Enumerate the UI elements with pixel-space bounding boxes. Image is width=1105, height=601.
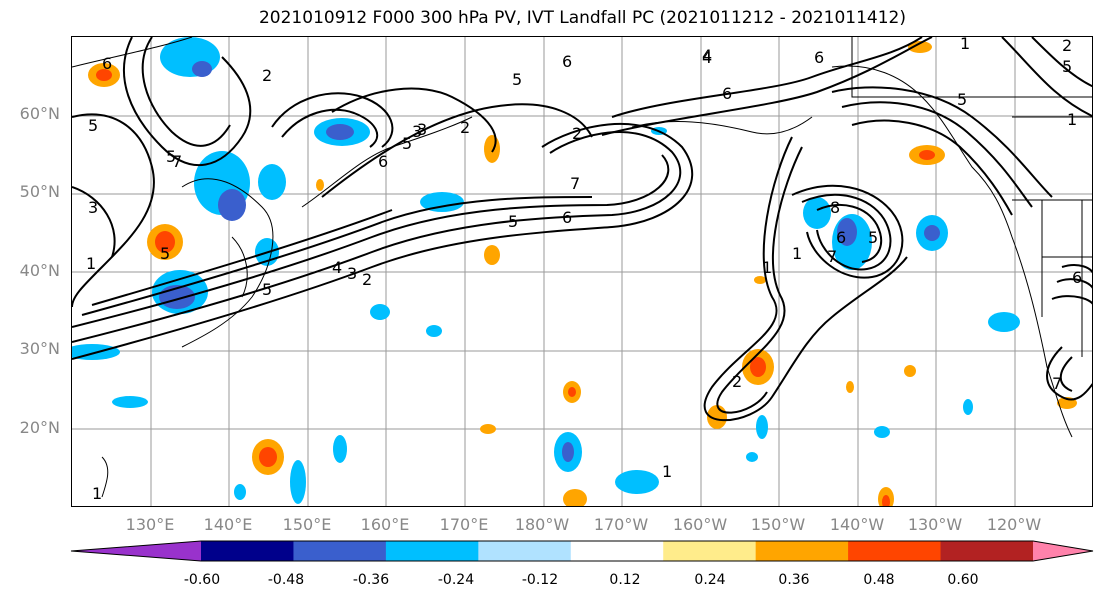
graticule [72, 37, 1092, 506]
contour-label: 5 [868, 228, 878, 247]
colorbar [70, 540, 1094, 562]
colorbar-segment [848, 541, 942, 561]
colorbar-tick: -0.36 [352, 572, 390, 588]
contour-label: 7 [172, 152, 182, 171]
contour-label: 6 [562, 208, 572, 227]
lat-label: 60°N [19, 104, 60, 123]
contour-label: 6 [562, 52, 572, 71]
lon-label: 150°E [282, 515, 332, 534]
lat-label: 50°N [19, 182, 60, 201]
colorbar-tick: 0.24 [694, 572, 726, 588]
contour-label: 5 [512, 70, 522, 89]
lon-label: 160°W [672, 515, 728, 534]
colorbar-segment [201, 541, 294, 561]
contour-label: 6 [1072, 268, 1082, 287]
colorbar-tick: 0.48 [863, 572, 895, 588]
contour-label: 6 [378, 152, 388, 171]
contour-label: 5 [402, 134, 412, 153]
contour-label: 2 [732, 372, 742, 391]
contour-label: 2 [1062, 37, 1072, 55]
contour-label: 5 [88, 116, 98, 135]
contour-label: 1 [92, 484, 102, 503]
contour-label: 1 [762, 258, 772, 277]
map-title: 2021010912 F000 300 hPa PV, IVT Landfall… [258, 8, 906, 28]
contour-label: 1 [792, 244, 802, 263]
contour-label: 4 [702, 46, 712, 65]
contour-label: 1 [662, 462, 672, 481]
contour-label: 4 [332, 258, 342, 277]
lat-label: 40°N [19, 261, 60, 280]
lon-label: 170°W [593, 515, 649, 534]
lon-label: 170°E [439, 515, 489, 534]
contour-label: 1 [960, 37, 970, 53]
pv-contours [72, 37, 1092, 422]
colorbar-extend-max [1033, 541, 1093, 561]
contour-label: 3 [88, 198, 98, 217]
contour-label: 2 [262, 66, 272, 85]
contour-label: 6 [722, 84, 732, 103]
lon-label: 180°W [514, 515, 570, 534]
contour-label: 5 [166, 147, 176, 166]
lon-label: 130°E [125, 515, 175, 534]
contour-label: 7 [827, 247, 837, 266]
colorbar-segment [478, 541, 572, 561]
colorbar-tick: -0.60 [183, 572, 221, 588]
colorbar-segments [71, 541, 1093, 561]
contour-label: 7 [570, 174, 580, 193]
contour-label: 8 [830, 198, 840, 217]
contour-label: 3 [347, 264, 357, 283]
colorbar-extend-min [71, 541, 201, 561]
contour-label: 5 [957, 90, 967, 109]
colorbar-segment [570, 541, 664, 561]
contour-label: 4 [702, 48, 712, 67]
colorbar-tick: -0.24 [437, 572, 475, 588]
colorbar-outline [70, 540, 1094, 562]
colorbar-tick: -0.48 [267, 572, 305, 588]
contour-label: 2 [362, 270, 372, 289]
colorbar-segment [385, 541, 479, 561]
colorbar-segment [755, 541, 849, 561]
lon-label: 120°W [986, 515, 1042, 534]
coastlines [72, 37, 1092, 498]
map-panel: 6 2 5 5 6 4 2 7 3 5 4 3 2 5 3 1 6 5 6 5 … [71, 36, 1093, 507]
lon-label: 140°E [203, 515, 253, 534]
contour-label: 1 [86, 254, 96, 273]
contour-label: 6 [836, 228, 846, 247]
contour-label: 2 [460, 118, 470, 137]
lon-label: 130°W [907, 515, 963, 534]
contour-label: 6 [102, 54, 112, 73]
contour-labels: 6 2 5 5 6 4 2 7 3 5 4 3 2 5 3 1 6 5 6 5 … [86, 37, 1082, 503]
contour-label: 1 [1067, 110, 1077, 129]
lon-label: 140°W [829, 515, 885, 534]
colorbar-segment [940, 541, 1034, 561]
contour-label: 3 [412, 122, 422, 141]
contour-label: 2 [572, 124, 582, 143]
contour-label: 5 [508, 212, 518, 231]
contour-label: 6 [814, 48, 824, 67]
map-canvas: 6 2 5 5 6 4 2 7 3 5 4 3 2 5 3 1 6 5 6 5 … [72, 37, 1092, 506]
colorbar-tick: 0.60 [947, 572, 979, 588]
lon-label: 150°W [750, 515, 806, 534]
colorbar-tick: 0.36 [778, 572, 810, 588]
lon-label: 160°E [360, 515, 410, 534]
contour-label: 3 [417, 120, 427, 139]
colorbar-segment [293, 541, 387, 561]
colorbar-tick: 0.12 [609, 572, 641, 588]
contour-label: 5 [1062, 57, 1072, 76]
colorbar-segment [663, 541, 757, 561]
contour-label: 7 [1052, 374, 1062, 393]
lat-label: 30°N [19, 339, 60, 358]
contour-label: 5 [160, 244, 170, 263]
lat-label: 20°N [19, 418, 60, 437]
contour-label: 5 [262, 280, 272, 299]
colorbar-tick: -0.12 [521, 572, 559, 588]
